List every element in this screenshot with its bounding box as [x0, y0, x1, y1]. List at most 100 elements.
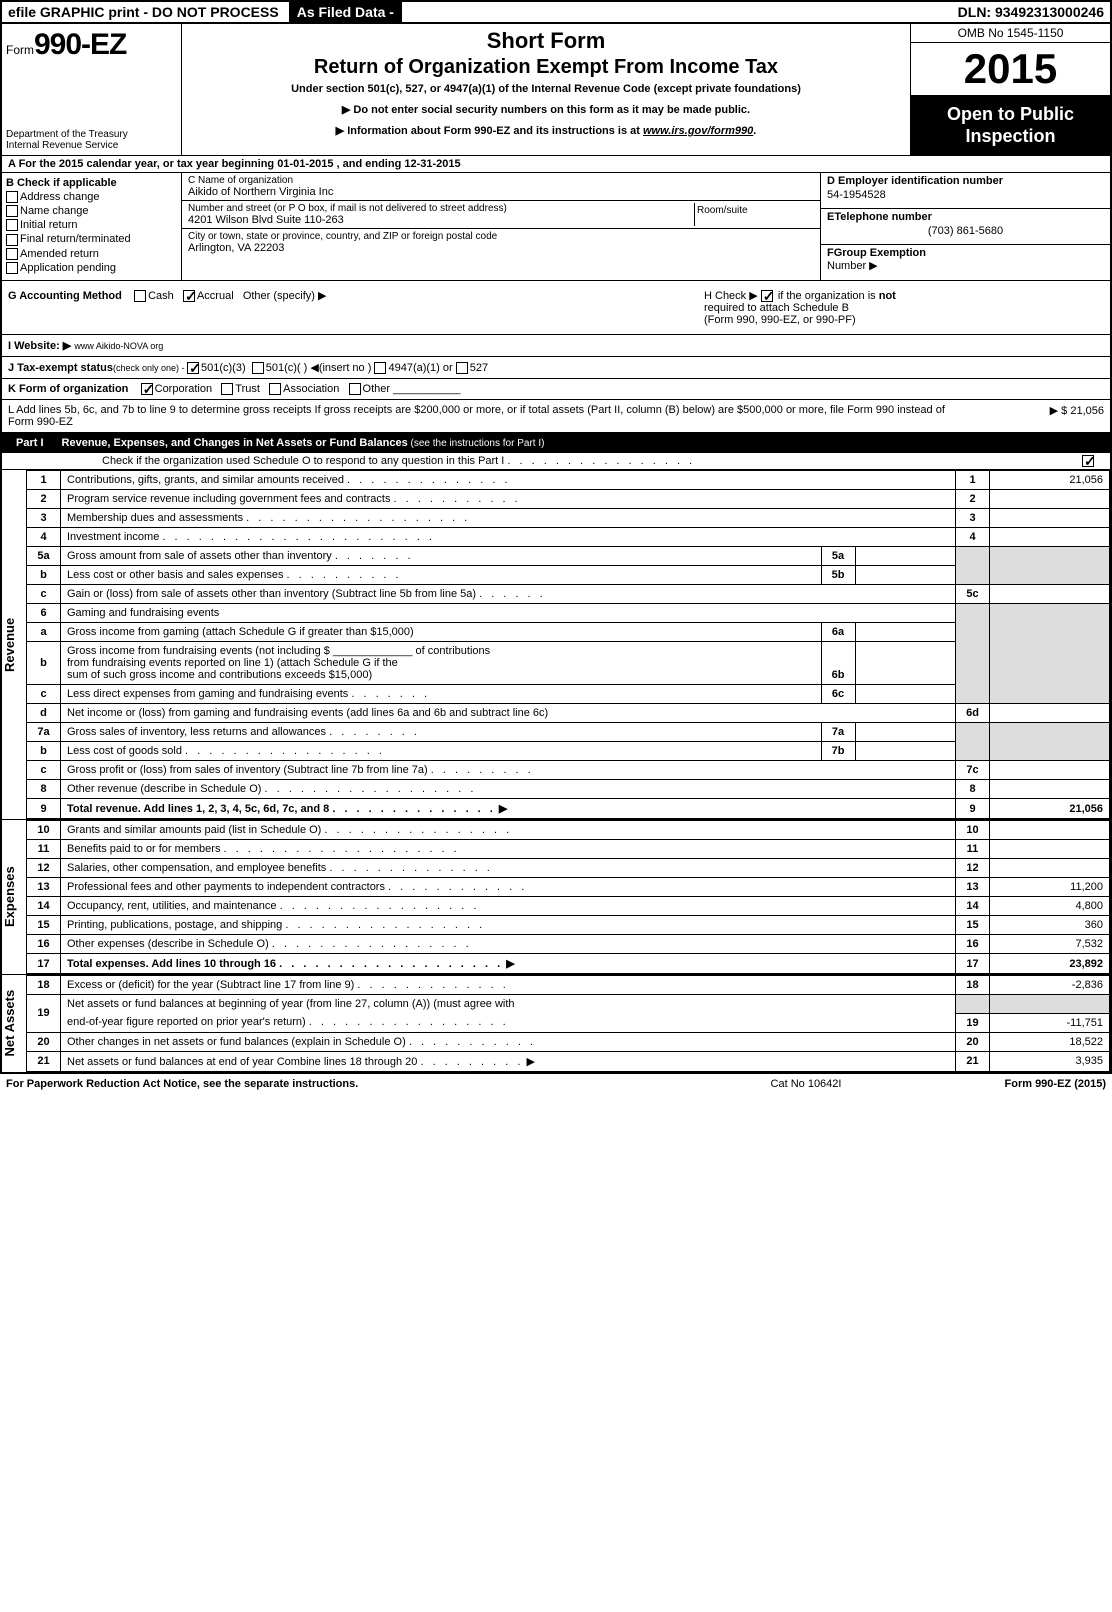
c-city-label: City or town, state or province, country…: [188, 231, 814, 242]
checkbox-accrual[interactable]: [183, 290, 195, 302]
form-number: 990-EZ: [34, 28, 126, 61]
checkbox-trust[interactable]: [221, 383, 233, 395]
line-13: 13Professional fees and other payments t…: [27, 878, 1110, 897]
line-5b: bLess cost or other basis and sales expe…: [27, 566, 1110, 585]
section-bcdef: B Check if applicable Address change Nam…: [2, 173, 1110, 281]
section-f: FGroup Exemption Number ▶: [821, 245, 1110, 280]
l-text: L Add lines 5b, 6c, and 7b to line 9 to …: [8, 404, 954, 428]
header: Form990-EZ Department of the Treasury In…: [2, 24, 1110, 156]
line-10: 10Grants and similar amounts paid (list …: [27, 821, 1110, 840]
expenses-label: Expenses: [2, 820, 26, 974]
line-5a: 5aGross amount from sale of assets other…: [27, 547, 1110, 566]
line-1: 1Contributions, gifts, grants, and simil…: [27, 471, 1110, 490]
part1-header: Part I Revenue, Expenses, and Changes in…: [2, 433, 1110, 453]
f-label: FGroup Exemption: [827, 247, 926, 259]
i-label: I Website: ▶: [8, 340, 71, 352]
checkbox-pending[interactable]: [6, 262, 18, 274]
line-9: 9Total revenue. Add lines 1, 2, 3, 4, 5c…: [27, 799, 1110, 819]
line-14: 14Occupancy, rent, utilities, and mainte…: [27, 897, 1110, 916]
row-a: A For the 2015 calendar year, or tax yea…: [2, 156, 1110, 173]
section-d: D Employer identification number 54-1954…: [821, 173, 1110, 209]
revenue-table: 1Contributions, gifts, grants, and simil…: [26, 470, 1110, 819]
line-6d: dNet income or (loss) from gaming and fu…: [27, 704, 1110, 723]
revenue-section: Revenue 1Contributions, gifts, grants, a…: [2, 469, 1110, 819]
open1: Open to Public: [919, 104, 1102, 126]
dln: DLN: 93492313000246: [952, 2, 1110, 22]
checkbox-assoc[interactable]: [269, 383, 281, 395]
line-16: 16Other expenses (describe in Schedule O…: [27, 935, 1110, 954]
note2-post: .: [753, 125, 756, 137]
c-name: Aikido of Northern Virginia Inc: [188, 186, 814, 198]
section-g: G Accounting Method Cash Accrual Other (…: [8, 289, 704, 326]
section-gh: G Accounting Method Cash Accrual Other (…: [2, 281, 1110, 335]
checkbox-cash[interactable]: [134, 290, 146, 302]
line-3: 3Membership dues and assessments . . . .…: [27, 509, 1110, 528]
section-j: J Tax-exempt status(check only one) - 50…: [2, 357, 1110, 379]
line-6: 6Gaming and fundraising events: [27, 604, 1110, 623]
l-amt: ▶ $ 21,056: [954, 404, 1104, 428]
line-18: 18Excess or (deficit) for the year (Subt…: [27, 976, 1110, 995]
checkbox-schedule-o[interactable]: [1082, 455, 1094, 467]
note1: ▶ Do not enter social security numbers o…: [186, 103, 906, 116]
checkbox-address[interactable]: [6, 191, 18, 203]
irs-link[interactable]: www.irs.gov/form990: [643, 125, 753, 137]
b-amended: Amended return: [6, 248, 177, 260]
line-4: 4Investment income . . . . . . . . . . .…: [27, 528, 1110, 547]
b-address: Address change: [6, 191, 177, 203]
checkbox-h[interactable]: [761, 290, 773, 302]
checkbox-final[interactable]: [6, 234, 18, 246]
e-val: (703) 861-5680: [827, 225, 1104, 237]
checkbox-other[interactable]: [349, 383, 361, 395]
line-6b: bGross income from fundraising events (n…: [27, 642, 1110, 685]
room-suite: Room/suite: [694, 203, 814, 226]
f-label2: Number ▶: [827, 260, 878, 272]
c-name-label: C Name of organization: [188, 175, 814, 186]
section-e: ETelephone number (703) 861-5680: [821, 209, 1110, 245]
check-schedule-o: Check if the organization used Schedule …: [2, 453, 1110, 469]
line-7a: 7aGross sales of inventory, less returns…: [27, 723, 1110, 742]
line-7b: bLess cost of goods sold . . . . . . . .…: [27, 742, 1110, 761]
dept1: Department of the Treasury: [6, 129, 177, 140]
asfiled-btn: As Filed Data -: [289, 2, 402, 22]
line-6c: cLess direct expenses from gaming and fu…: [27, 685, 1110, 704]
short-form: Short Form: [186, 28, 906, 54]
line-20: 20Other changes in net assets or fund ba…: [27, 1032, 1110, 1051]
line-19b: end-of-year figure reported on prior yea…: [27, 1013, 1110, 1032]
footer: For Paperwork Reduction Act Notice, see …: [0, 1074, 1112, 1094]
checkbox-amended[interactable]: [6, 248, 18, 260]
section-k: K Form of organization Corporation Trust…: [2, 379, 1110, 400]
b-label: B Check if applicable: [6, 177, 177, 189]
checkbox-initial[interactable]: [6, 219, 18, 231]
under-section: Under section 501(c), 527, or 4947(a)(1)…: [186, 83, 906, 95]
line-2: 2Program service revenue including gover…: [27, 490, 1110, 509]
open-public: Open to Public Inspection: [911, 96, 1110, 155]
footer-mid: Cat No 10642I: [706, 1078, 906, 1090]
line-6a: aGross income from gaming (attach Schedu…: [27, 623, 1110, 642]
line-21: 21Net assets or fund balances at end of …: [27, 1051, 1110, 1071]
i-val: www Aikido-NOVA org: [74, 341, 163, 351]
checkbox-corp[interactable]: [141, 383, 153, 395]
topbar: efile GRAPHIC print - DO NOT PROCESS As …: [2, 2, 1110, 24]
g-label: G Accounting Method: [8, 290, 122, 302]
dept: Department of the Treasury Internal Reve…: [6, 129, 177, 151]
part1-label: Part I: [8, 437, 52, 449]
b-pending: Application pending: [6, 262, 177, 274]
expenses-section: Expenses 10Grants and similar amounts pa…: [2, 819, 1110, 974]
section-i: I Website: ▶ www Aikido-NOVA org: [2, 335, 1110, 357]
c-city: Arlington, VA 22203: [188, 242, 814, 254]
line-8: 8Other revenue (describe in Schedule O) …: [27, 780, 1110, 799]
header-mid: Short Form Return of Organization Exempt…: [182, 24, 910, 155]
section-l: L Add lines 5b, 6c, and 7b to line 9 to …: [2, 400, 1110, 433]
checkbox-4947[interactable]: [374, 362, 386, 374]
note2-pre: ▶ Information about Form 990-EZ and its …: [336, 125, 643, 137]
section-h: H Check ▶ if the organization is not req…: [704, 289, 1104, 326]
part1-title: Revenue, Expenses, and Changes in Net As…: [62, 437, 1104, 449]
checkbox-501c3[interactable]: [187, 362, 199, 374]
netassets-section: Net Assets 18Excess or (deficit) for the…: [2, 974, 1110, 1072]
header-left: Form990-EZ Department of the Treasury In…: [2, 24, 182, 155]
checkbox-name[interactable]: [6, 205, 18, 217]
checkbox-527[interactable]: [456, 362, 468, 374]
line-12: 12Salaries, other compensation, and empl…: [27, 859, 1110, 878]
section-def: D Employer identification number 54-1954…: [820, 173, 1110, 280]
checkbox-501c[interactable]: [252, 362, 264, 374]
